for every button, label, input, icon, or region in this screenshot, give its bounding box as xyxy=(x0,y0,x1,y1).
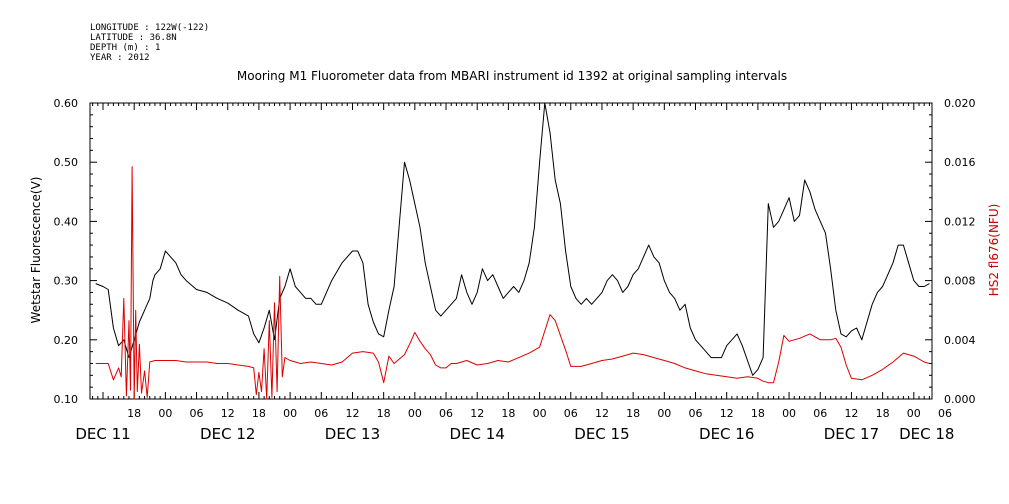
metadata-depth: DEPTH (m) : 1 xyxy=(90,43,160,53)
x-hour-label: 18 xyxy=(377,407,391,420)
x-hour-label: 00 xyxy=(408,407,422,420)
x-hour-label: 18 xyxy=(252,407,266,420)
x-day-label: DEC 13 xyxy=(325,425,380,443)
x-day-label: DEC 14 xyxy=(450,425,505,443)
x-hour-label: 00 xyxy=(907,407,921,420)
metadata-latitude: LATITUDE : 36.8N xyxy=(90,33,177,43)
y-axis-left-label: Wetstar Fluorescence(V) xyxy=(29,177,43,324)
y-tick-label-left: 0.50 xyxy=(54,156,79,169)
x-hour-label: 18 xyxy=(876,407,890,420)
axis-ticks xyxy=(90,102,932,400)
x-hour-label: 12 xyxy=(844,407,858,420)
x-hour-label: 06 xyxy=(564,407,578,420)
x-day-label: DEC 18 xyxy=(899,425,954,443)
x-hour-label: 12 xyxy=(720,407,734,420)
y-tick-label-left: 0.40 xyxy=(54,215,79,228)
y-tick-label-left: 0.60 xyxy=(54,97,79,110)
x-day-label: DEC 11 xyxy=(75,425,130,443)
y-tick-label-left: 0.30 xyxy=(54,275,79,288)
x-hour-label: 12 xyxy=(345,407,359,420)
y-tick-label-right: 0.012 xyxy=(944,215,976,228)
x-hour-label: 06 xyxy=(190,407,204,420)
x-hour-label: 18 xyxy=(751,407,765,420)
y-tick-label-right: 0.000 xyxy=(944,393,976,406)
x-hour-label: 18 xyxy=(501,407,515,420)
x-day-label: DEC 16 xyxy=(699,425,754,443)
chart-title: Mooring M1 Fluorometer data from MBARI i… xyxy=(237,69,787,83)
x-hour-label: 06 xyxy=(314,407,328,420)
x-hour-label: 12 xyxy=(595,407,609,420)
x-hour-label: 18 xyxy=(626,407,640,420)
x-hour-label: 18 xyxy=(127,407,141,420)
y-tick-label-right: 0.016 xyxy=(944,156,976,169)
x-hour-label: 00 xyxy=(283,407,297,420)
x-hour-label: 06 xyxy=(813,407,827,420)
x-hour-label: 00 xyxy=(158,407,172,420)
y-tick-label-left: 0.10 xyxy=(54,393,79,406)
x-day-label: DEC 12 xyxy=(200,425,255,443)
x-hour-label: 00 xyxy=(782,407,796,420)
x-hour-label: 12 xyxy=(470,407,484,420)
metadata-block: LONGITUDE : 122W(-122) LATITUDE : 36.8N … xyxy=(90,23,209,63)
x-hour-label: 06 xyxy=(439,407,453,420)
series-line-wetstar xyxy=(95,102,930,376)
x-hour-label: 00 xyxy=(657,407,671,420)
x-hour-label: 12 xyxy=(221,407,235,420)
x-day-label: DEC 15 xyxy=(574,425,629,443)
y-tick-label-right: 0.008 xyxy=(944,275,976,288)
plot-frame xyxy=(89,102,933,400)
y-tick-label-left: 0.20 xyxy=(54,334,79,347)
x-hour-label: 06 xyxy=(938,407,952,420)
x-hour-label: 06 xyxy=(689,407,703,420)
y-tick-label-right: 0.004 xyxy=(944,334,976,347)
metadata-longitude: LONGITUDE : 122W(-122) xyxy=(90,23,209,33)
series-line-hs2 xyxy=(95,166,930,400)
metadata-year: YEAR : 2012 xyxy=(90,53,150,63)
x-day-label: DEC 17 xyxy=(824,425,879,443)
y-axis-right-label: HS2 fl676(NFU) xyxy=(987,204,1001,297)
series-lines xyxy=(95,102,930,400)
y-tick-label-right: 0.020 xyxy=(944,97,976,110)
axis-tick-labels: 0.10 0.20 0.30 0.40 0.50 0.60 0.000 0.004 0.008 0… xyxy=(54,97,976,443)
x-hour-label: 00 xyxy=(533,407,547,420)
